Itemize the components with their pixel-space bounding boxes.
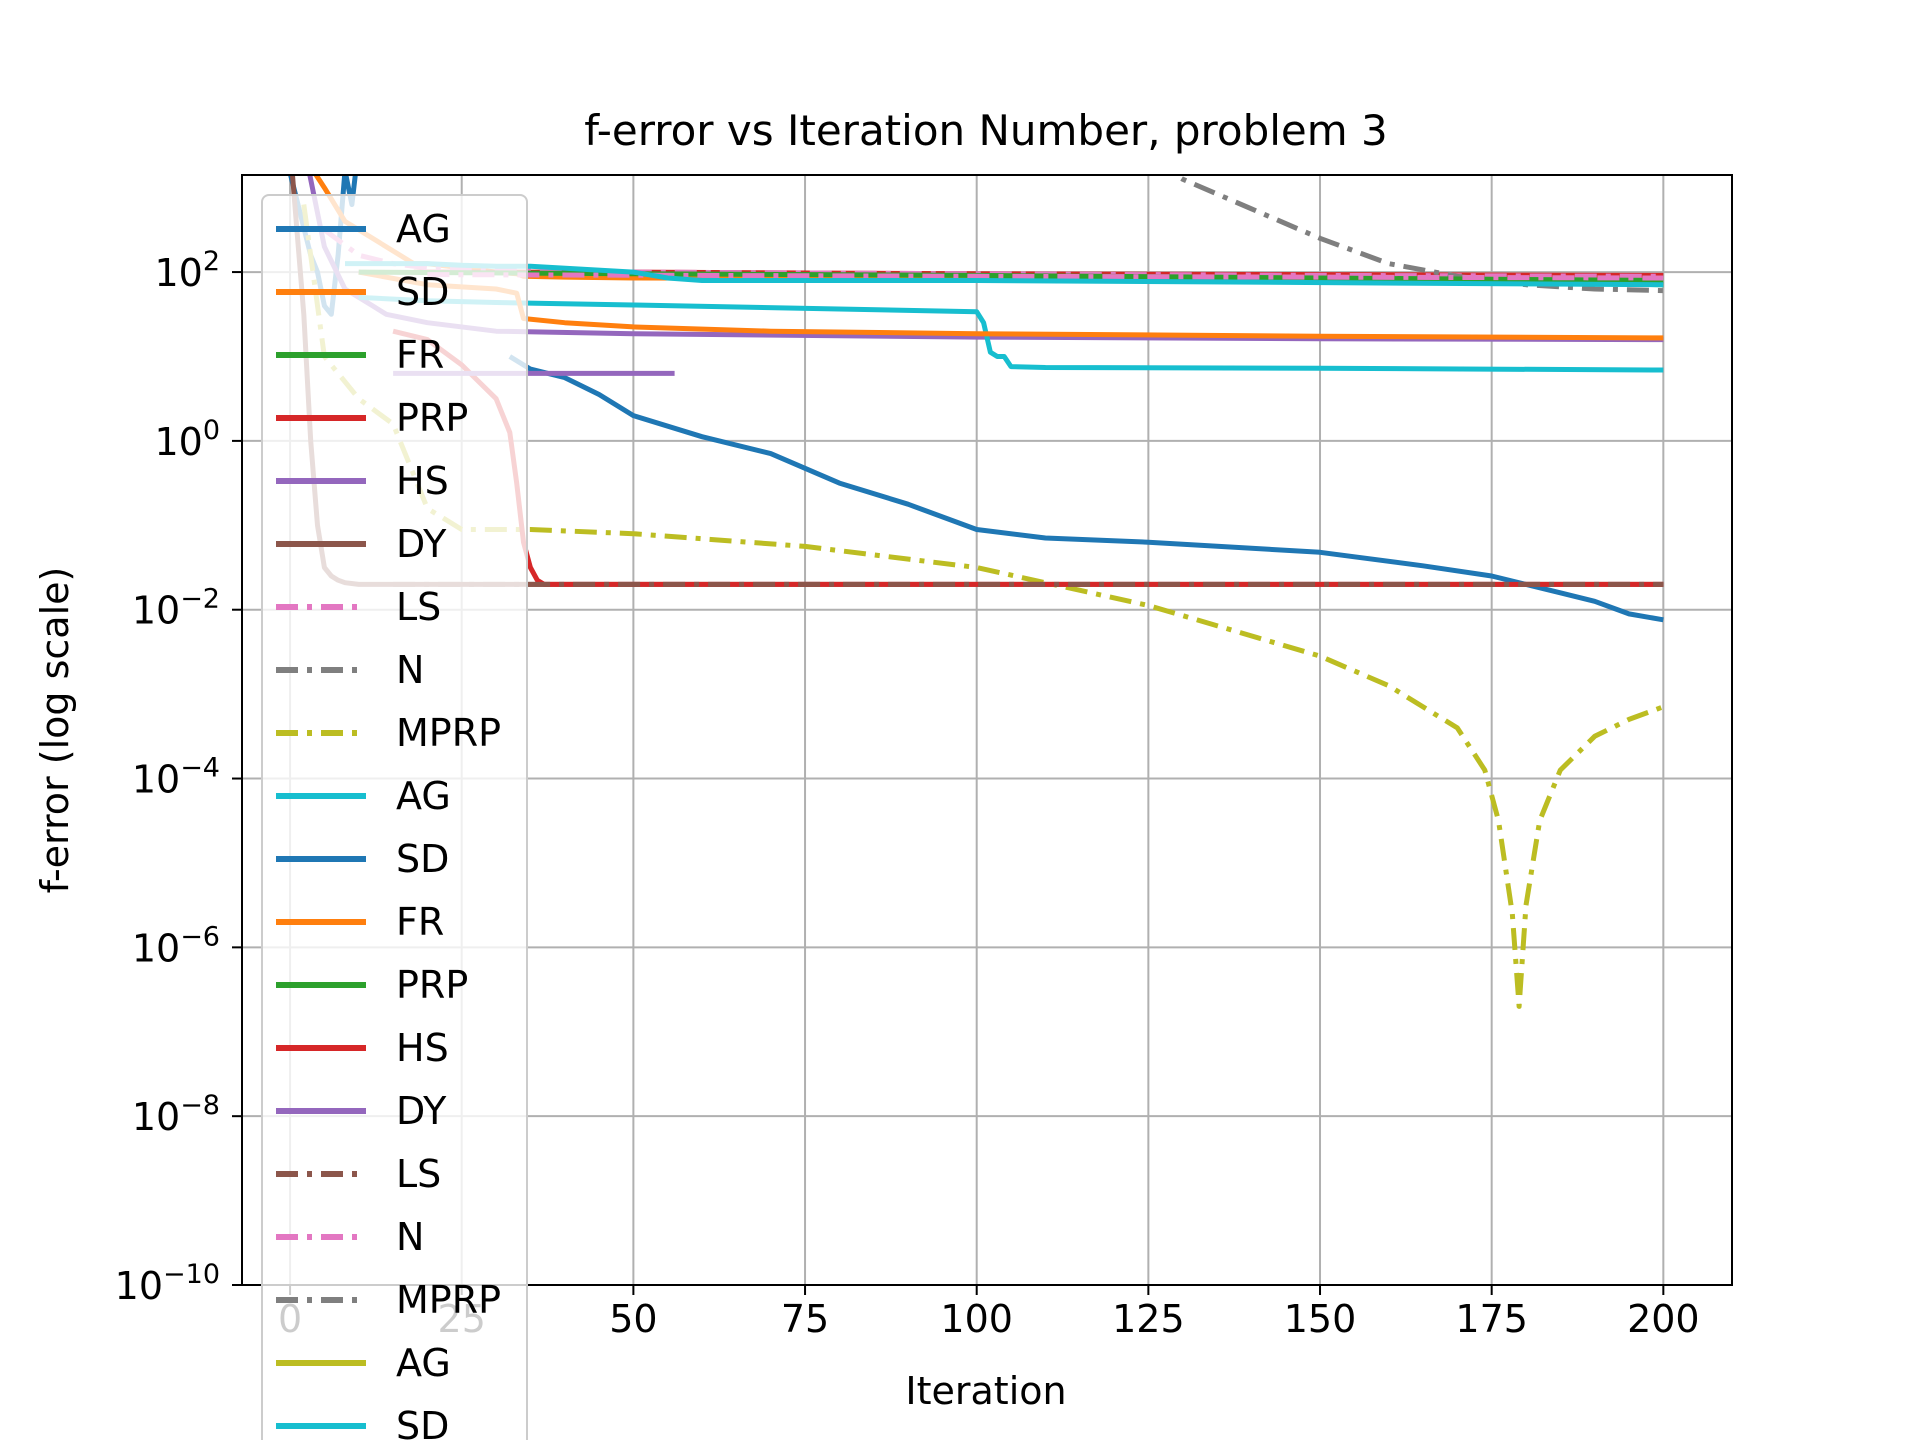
legend-label: AG [396,774,451,818]
legend-label: FR [396,333,444,377]
legend-label: DY [396,1089,447,1133]
legend-label: SD [396,270,449,314]
x-axis-label: Iteration [905,1369,1066,1413]
legend-label: MPRP [396,711,501,755]
legend-label: N [396,648,424,692]
x-tick-label: 75 [781,1297,829,1341]
legend-label: SD [396,837,449,881]
x-tick-label: 50 [609,1297,657,1341]
legend-label: LS [396,1152,441,1196]
legend-label: LS [396,585,441,629]
x-tick-label: 100 [940,1297,1013,1341]
legend-label: AG [396,1341,451,1385]
legend-label: DY [396,522,447,566]
y-axis-label: f-error (log scale) [33,567,77,894]
legend-box [261,194,528,1440]
x-tick-label: 200 [1627,1297,1700,1341]
legend-label: HS [396,459,449,503]
series-line [427,272,1664,281]
x-tick-label: 125 [1112,1297,1185,1341]
x-tick-label: 175 [1455,1297,1528,1341]
legend-label: HS [396,1026,449,1070]
series-line [508,354,1664,623]
legend-label: AG [396,207,451,251]
chart-title: f-error vs Iteration Number, problem 3 [584,106,1388,155]
series-line [1171,175,1664,294]
x-tick-label: 150 [1284,1297,1357,1341]
legend-label: N [396,1215,424,1259]
legend-label: PRP [396,396,468,440]
legend: AG SD FR PRP HS DY LS N MPRP AG SD FR PRP HS DY LS N MPRP… [261,194,528,1440]
legend-label: SD [396,1404,449,1440]
plot-frame [241,174,1733,1286]
legend-label: PRP [396,963,468,1007]
legend-label: MPRP [396,1278,501,1322]
legend-label: FR [396,900,444,944]
